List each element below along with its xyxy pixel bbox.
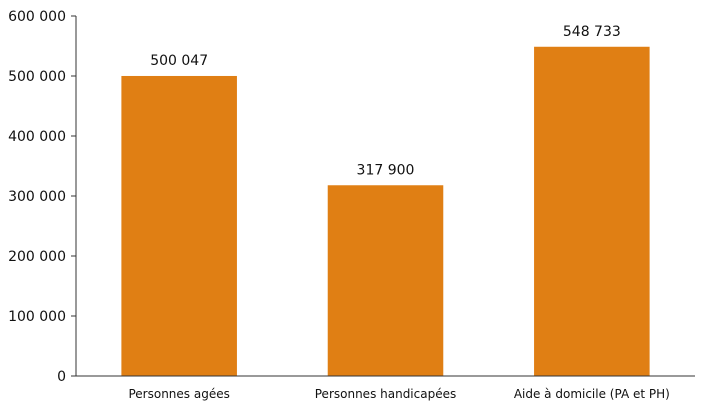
bar-value-label: 548 733 — [563, 24, 621, 40]
bar-value-label: 500 047 — [150, 53, 208, 69]
x-category-label: Personnes agées — [128, 387, 229, 401]
x-category-label: Personnes handicapées — [315, 387, 456, 401]
data-labels: 500 047 317 900 548 733 — [150, 24, 621, 178]
y-tick-label: 500 000 — [8, 69, 66, 85]
bars — [121, 46, 650, 377]
bar-value-label: 317 900 — [357, 162, 415, 178]
y-tick-label: 100 000 — [8, 309, 66, 325]
y-tick-label: 600 000 — [8, 9, 66, 25]
y-tick-label: 0 — [57, 369, 66, 385]
x-category-label: Aide à domicile (PA et PH) — [514, 387, 670, 401]
bar — [534, 46, 650, 377]
y-tick-label: 400 000 — [8, 129, 66, 145]
y-axis-ticks: 0 100 000 200 000 300 000 400 000 500 000 600 … — [8, 9, 76, 385]
y-tick-label: 300 000 — [8, 189, 66, 205]
category-labels: Personnes agées Personnes handicapées Aide… — [128, 387, 669, 401]
y-tick-label: 200 000 — [8, 249, 66, 265]
bar — [327, 185, 444, 376]
bar — [121, 75, 237, 376]
